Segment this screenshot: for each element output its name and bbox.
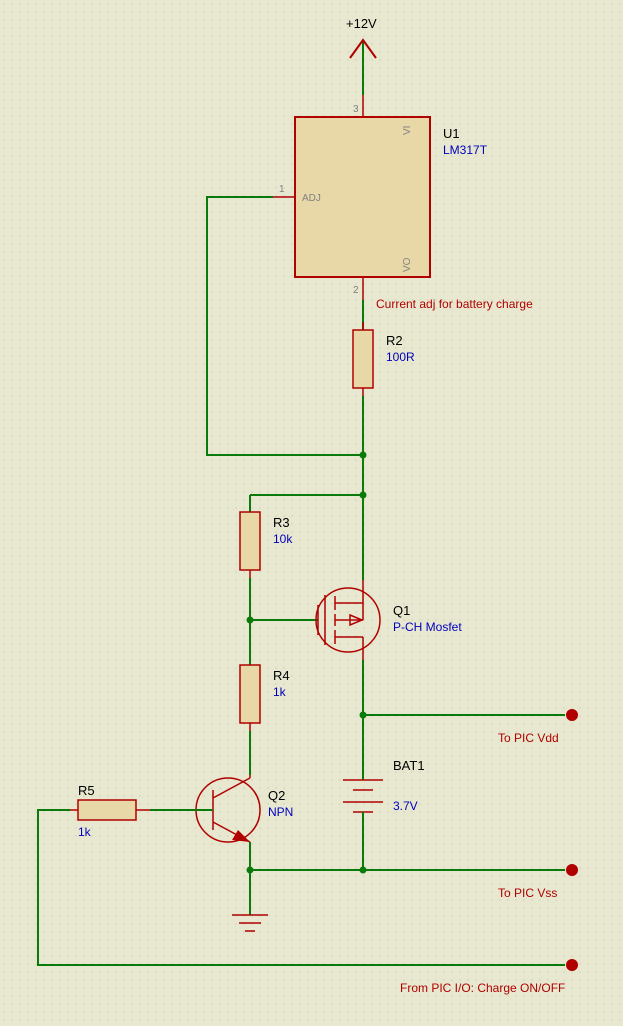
r4-resistor: R4 1k	[240, 620, 290, 731]
bat1-value: 3.7V	[393, 799, 418, 813]
rail-label: +12V	[346, 16, 377, 31]
r3-resistor: R3 10k	[240, 495, 293, 578]
svg-text:1: 1	[279, 184, 285, 195]
q2-ref: Q2	[268, 788, 285, 803]
terminal-vss	[567, 865, 577, 875]
terminal-io	[567, 960, 577, 970]
r3-value: 10k	[273, 532, 293, 546]
r5-ref: R5	[78, 783, 95, 798]
r2-value: 100R	[386, 350, 415, 364]
note-from-io: From PIC I/O: Charge ON/OFF	[400, 981, 565, 995]
rail-12v: +12V	[346, 16, 377, 95]
u1-lm317t: 3 VI 1 ADJ 2 VO U1 LM317T	[273, 95, 488, 300]
r3-ref: R3	[273, 515, 290, 530]
svg-text:VI: VI	[402, 126, 413, 135]
svg-text:3: 3	[353, 104, 359, 115]
note-to-vss: To PIC Vss	[498, 886, 557, 900]
q1-ref: Q1	[393, 603, 410, 618]
u1-ref: U1	[443, 126, 460, 141]
bat1-ref: BAT1	[393, 758, 425, 773]
bat1-battery: BAT1 3.7V	[343, 715, 425, 870]
r5-value: 1k	[78, 825, 92, 839]
note-current-adj: Current adj for battery charge	[376, 297, 533, 311]
q1-value: P-CH Mosfet	[393, 620, 462, 634]
svg-text:VO: VO	[402, 257, 413, 272]
schematic-canvas: +12V 3 VI 1 ADJ 2 VO U1 LM317T Current a…	[0, 0, 623, 1026]
r4-ref: R4	[273, 668, 290, 683]
note-to-vdd: To PIC Vdd	[498, 731, 559, 745]
r2-ref: R2	[386, 333, 403, 348]
ground-symbol	[232, 895, 268, 931]
r2-resistor: R2 100R	[353, 322, 415, 396]
u1-value: LM317T	[443, 143, 488, 157]
svg-text:ADJ: ADJ	[302, 193, 321, 204]
r4-value: 1k	[273, 685, 287, 699]
q2-value: NPN	[268, 805, 293, 819]
terminal-vdd	[567, 710, 577, 720]
svg-text:2: 2	[353, 285, 359, 296]
r5-resistor: R5 1k	[70, 783, 150, 839]
